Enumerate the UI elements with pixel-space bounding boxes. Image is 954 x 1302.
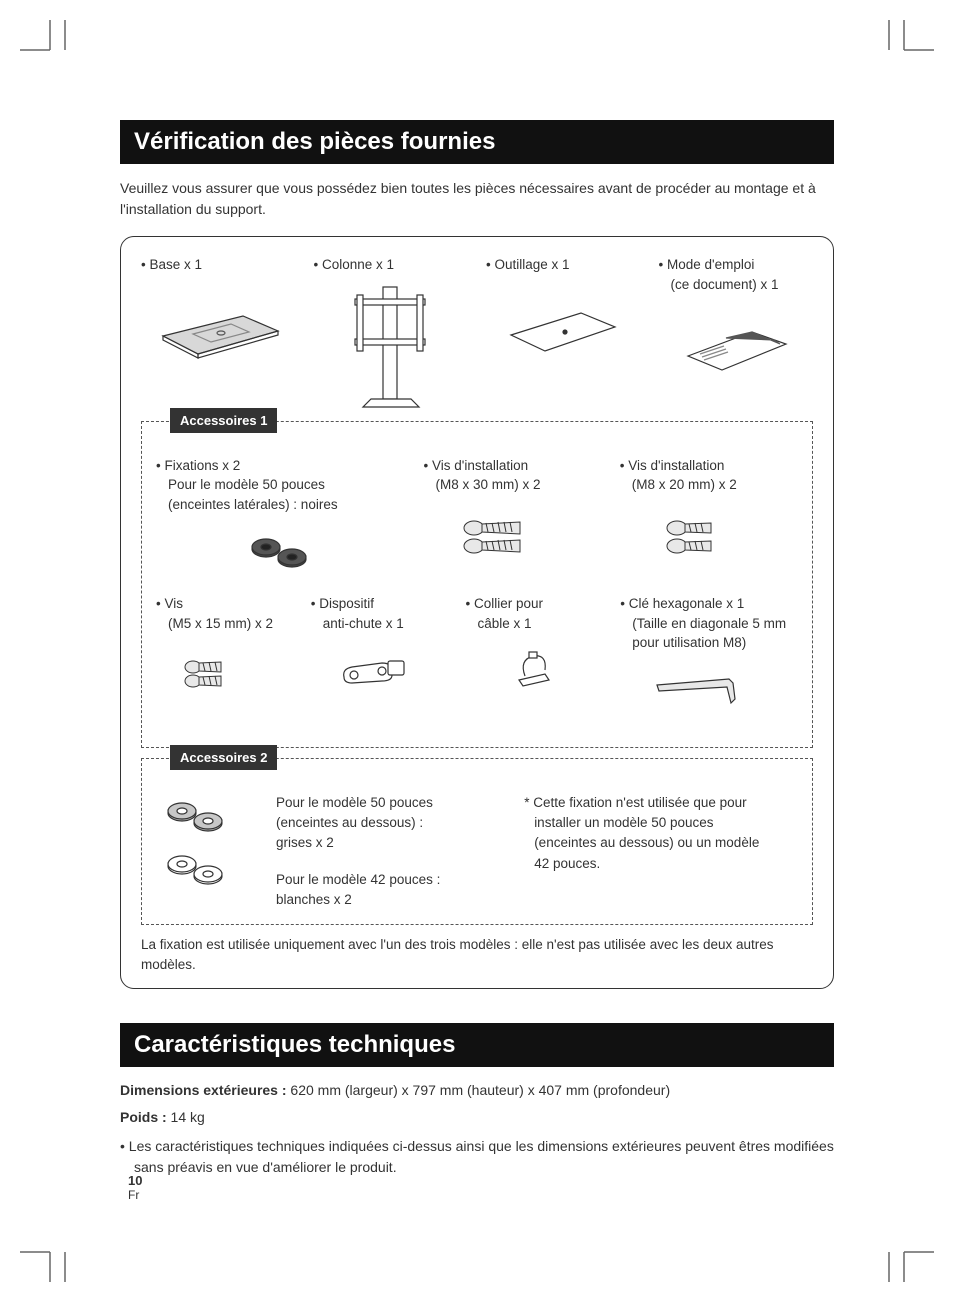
acc1-vis-l2: (M5 x 15 mm) x 2 bbox=[156, 614, 293, 634]
acc2-icons bbox=[156, 793, 256, 910]
acc2-note-l2: installer un modèle 50 pouces bbox=[524, 813, 798, 833]
fixation-black-icon bbox=[236, 527, 326, 577]
hex-key-icon bbox=[649, 671, 769, 711]
acc1-screw30: Vis d'installation (M8 x 30 mm) x 2 bbox=[424, 456, 602, 585]
part-column: Colonne x 1 bbox=[314, 255, 469, 411]
acc2-white-l2: blanches x 2 bbox=[276, 890, 504, 910]
fixation-white-icon bbox=[156, 846, 246, 896]
acc1-hex-l3: pour utilisation M8) bbox=[620, 633, 798, 653]
spec-dimensions: Dimensions extérieures : 620 mm (largeur… bbox=[120, 1081, 834, 1101]
part-base: Base x 1 bbox=[141, 255, 296, 411]
acc2-note-l3: (enceintes au dessous) ou un modèle bbox=[524, 833, 798, 853]
acc2-grey-l3: grises x 2 bbox=[276, 833, 504, 853]
section1-title: Vérification des pièces fournies bbox=[120, 120, 834, 164]
acc1-fix-l2: Pour le modèle 50 pouces bbox=[156, 475, 406, 495]
spec-weight: Poids : 14 kg bbox=[120, 1108, 834, 1128]
column-icon bbox=[341, 281, 441, 411]
manual-icon bbox=[676, 310, 796, 380]
label-column: Colonne x 1 bbox=[314, 257, 395, 272]
parts-box: Base x 1 Colonne x 1 bbox=[120, 236, 834, 989]
acc1-fix-l3: (enceintes latérales) : noires bbox=[156, 495, 406, 515]
acc1-clip: Collier pour câble x 1 bbox=[466, 594, 603, 723]
acc1-hex: Clé hexagonale x 1 (Taille en diagonale … bbox=[620, 594, 798, 723]
acc1-vis-l1: Vis bbox=[156, 596, 183, 611]
page-number: 10 Fr bbox=[128, 1173, 142, 1202]
label-base: Base x 1 bbox=[141, 257, 202, 272]
acc1-hex-l2: (Taille en diagonale 5 mm bbox=[620, 614, 798, 634]
acc1-s30-l2: (M8 x 30 mm) x 2 bbox=[424, 475, 602, 495]
acc2-tag: Accessoires 2 bbox=[170, 745, 277, 770]
label-manual-1: Mode d'emploi bbox=[659, 257, 755, 272]
acc1-clip-l2: câble x 1 bbox=[466, 614, 603, 634]
acc1-antichute: Dispositif anti-chute x 1 bbox=[311, 594, 448, 723]
acc1-fixations: Fixations x 2 Pour le modèle 50 pouces (… bbox=[156, 456, 406, 585]
acc1-vis: Vis (M5 x 15 mm) x 2 bbox=[156, 594, 293, 723]
screw-m5-icon bbox=[179, 651, 269, 691]
screw-m8-30-icon bbox=[458, 508, 568, 558]
page-lang: Fr bbox=[128, 1188, 142, 1202]
acc2-note-l4: 42 pouces. bbox=[524, 854, 798, 874]
spec-disclaimer: • Les caractéristiques techniques indiqu… bbox=[120, 1136, 834, 1178]
main-parts-row: Base x 1 Colonne x 1 bbox=[141, 255, 813, 411]
acc1-s20-l1: Vis d'installation bbox=[620, 458, 725, 473]
part-tool: Outillage x 1 bbox=[486, 255, 641, 411]
label-manual-2: (ce document) x 1 bbox=[659, 275, 814, 295]
acc2-note-l1: * Cette fixation n'est utilisée que pour bbox=[524, 793, 798, 813]
acc2-grey-l1: Pour le modèle 50 pouces bbox=[276, 793, 504, 813]
weight-value: 14 kg bbox=[167, 1109, 205, 1125]
accessories-2: Accessoires 2 Pour le modèle 50 po bbox=[141, 758, 813, 925]
box-note: La fixation est utilisée uniquement avec… bbox=[141, 935, 813, 976]
weight-label: Poids : bbox=[120, 1109, 167, 1125]
acc2-grey-l2: (enceintes au dessous) : bbox=[276, 813, 504, 833]
antifall-icon bbox=[334, 649, 424, 693]
acc1-anti-l2: anti-chute x 1 bbox=[311, 614, 448, 634]
acc1-anti-l1: Dispositif bbox=[311, 596, 374, 611]
cable-clip-icon bbox=[499, 646, 569, 696]
acc1-s30-l1: Vis d'installation bbox=[424, 458, 529, 473]
base-icon bbox=[153, 286, 283, 366]
accessories-1: Accessoires 1 Fixations x 2 Pour le modè… bbox=[141, 421, 813, 748]
section2-title: Caractéristiques techniques bbox=[120, 1023, 834, 1067]
acc1-screw20: Vis d'installation (M8 x 20 mm) x 2 bbox=[620, 456, 798, 585]
acc2-white-l1: Pour le modèle 42 pouces : bbox=[276, 870, 504, 890]
section1-intro: Veuillez vous assurer que vous possédez … bbox=[120, 178, 834, 220]
part-manual: Mode d'emploi (ce document) x 1 bbox=[659, 255, 814, 411]
acc1-fix-l1: Fixations x 2 bbox=[156, 458, 240, 473]
acc1-clip-l1: Collier pour bbox=[466, 596, 544, 611]
fixation-grey-icon bbox=[156, 793, 246, 843]
acc1-hex-l1: Clé hexagonale x 1 bbox=[620, 596, 744, 611]
screw-m8-20-icon bbox=[659, 508, 759, 558]
dim-value: 620 mm (largeur) x 797 mm (hauteur) x 40… bbox=[287, 1082, 671, 1098]
label-tool: Outillage x 1 bbox=[486, 257, 570, 272]
acc1-tag: Accessoires 1 bbox=[170, 408, 277, 433]
tool-icon bbox=[503, 291, 623, 361]
dim-label: Dimensions extérieures : bbox=[120, 1082, 287, 1098]
acc1-s20-l2: (M8 x 20 mm) x 2 bbox=[620, 475, 798, 495]
page-num-value: 10 bbox=[128, 1173, 142, 1188]
